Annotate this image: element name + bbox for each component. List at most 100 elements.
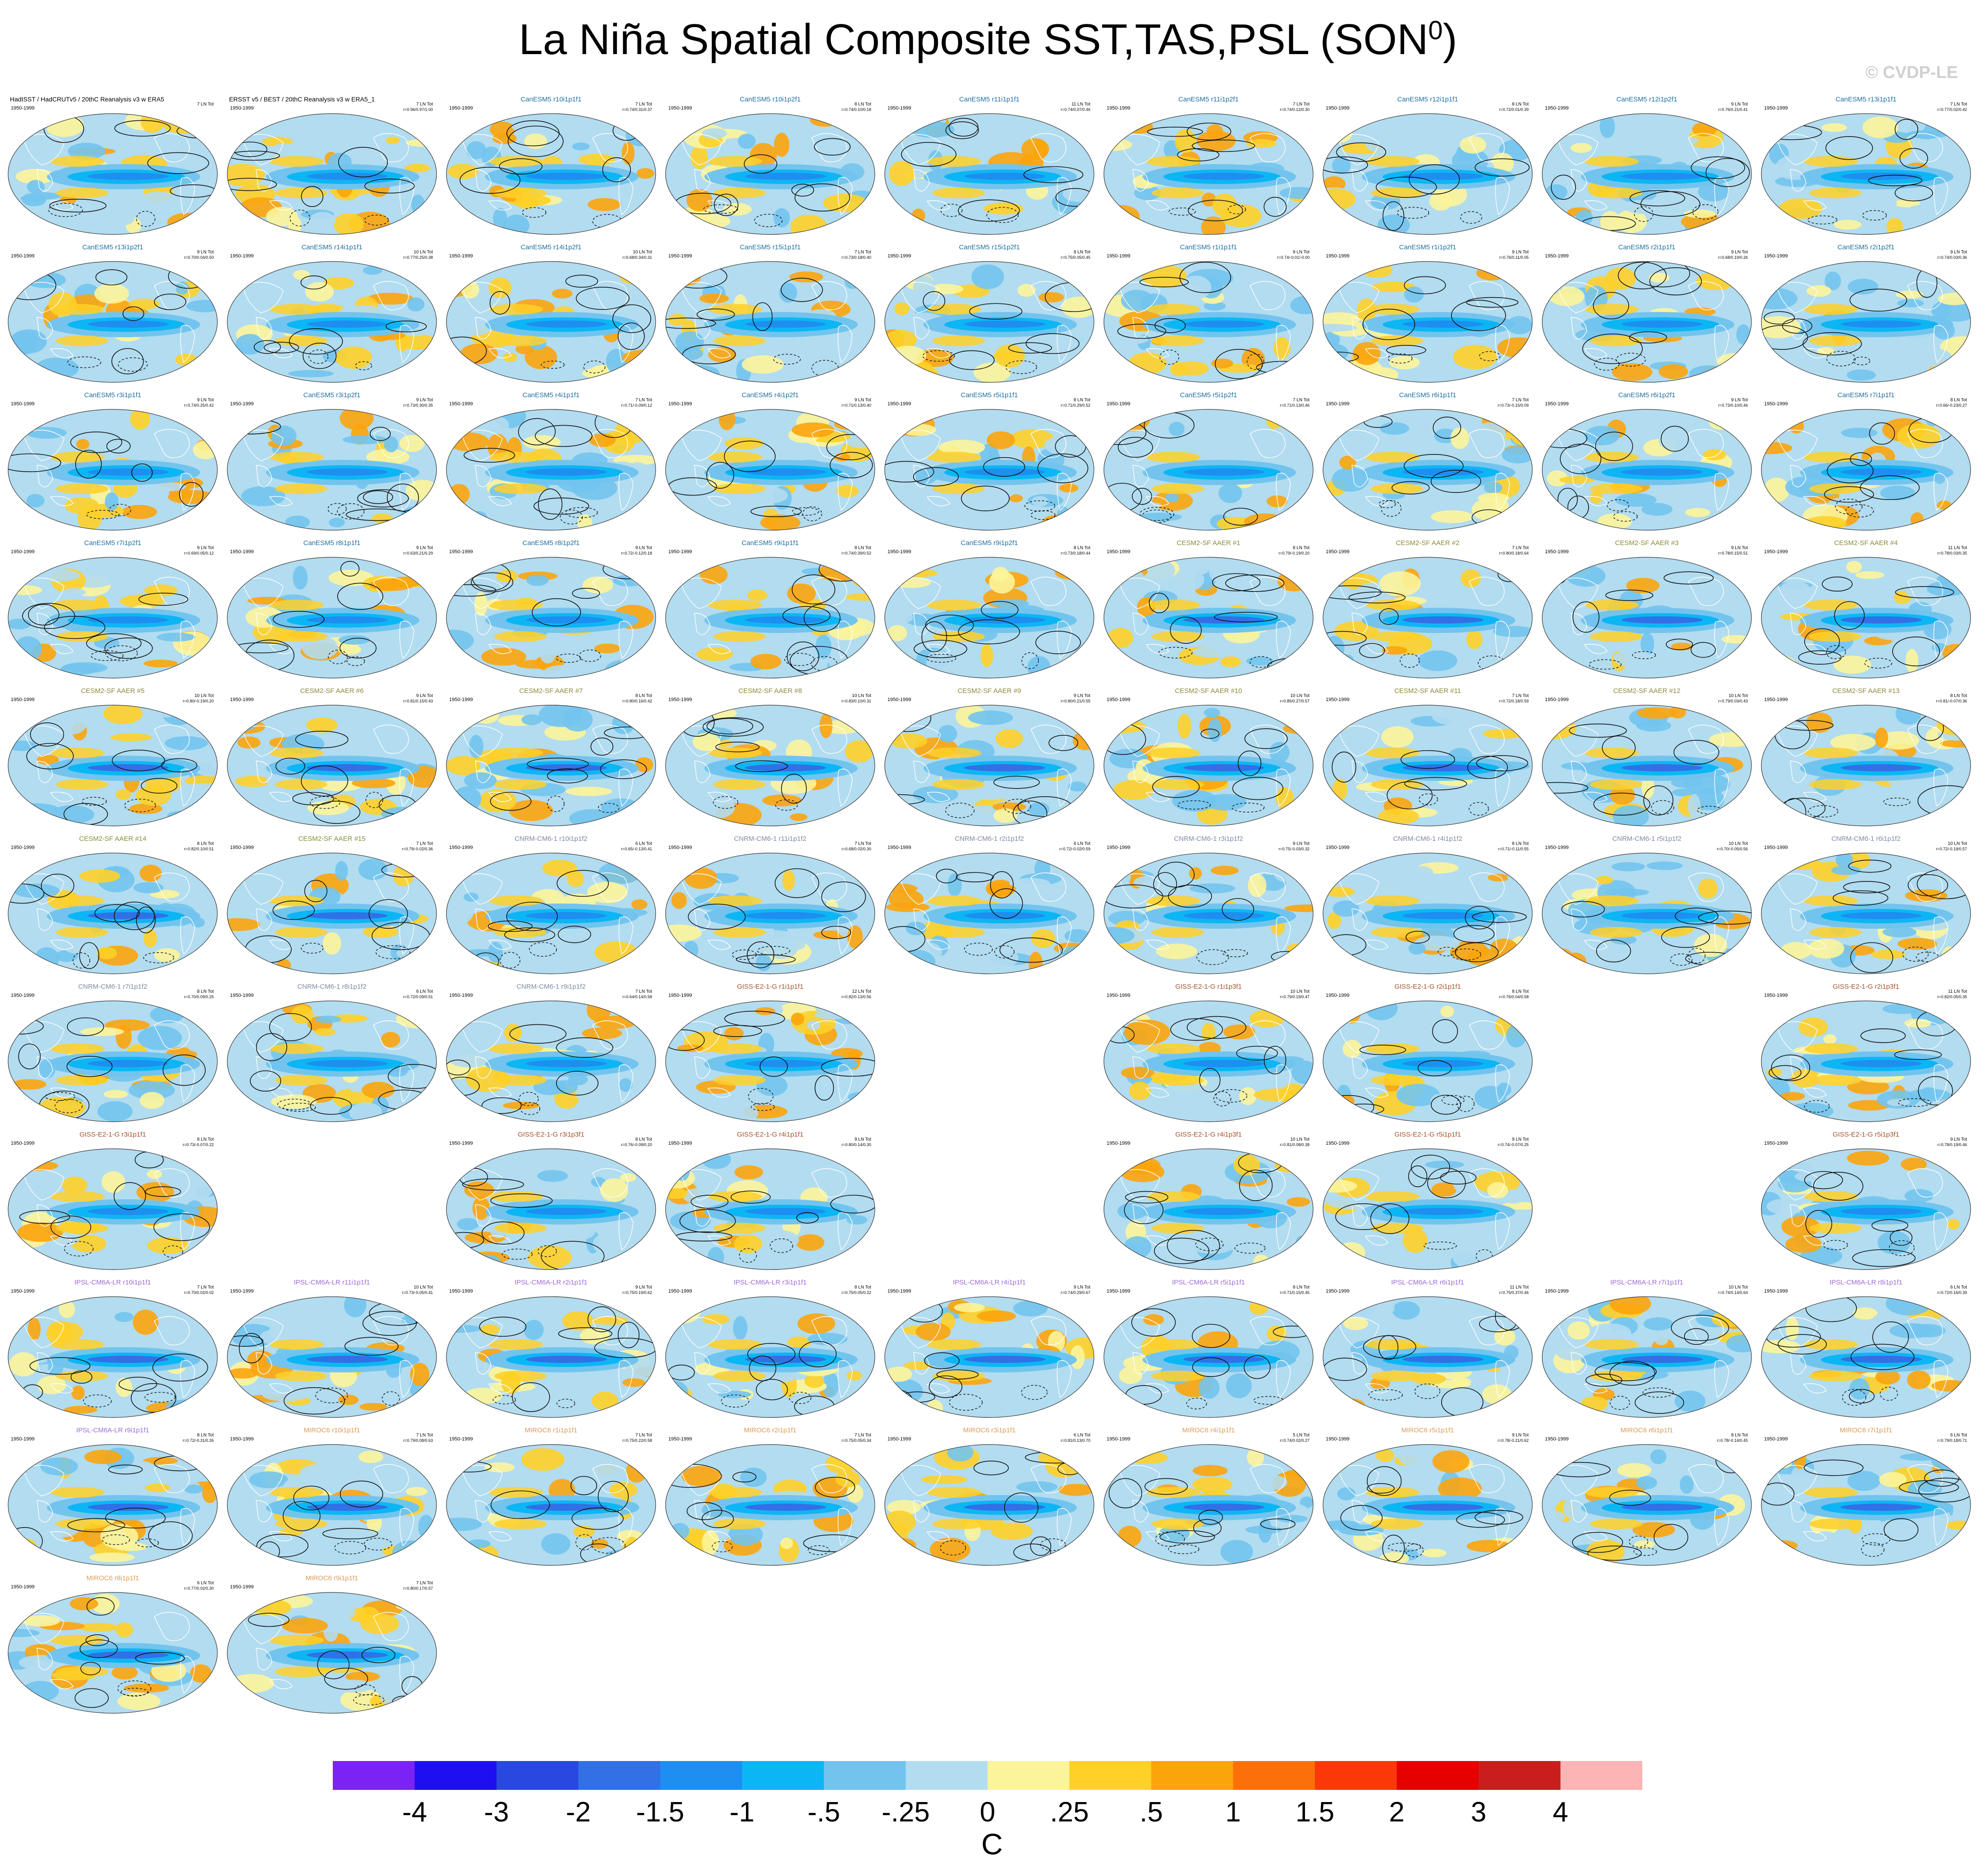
panel-event-count: 8 LN Tot xyxy=(1950,693,1967,698)
panel-event-count: 7 LN Tot xyxy=(1512,546,1529,550)
map-field xyxy=(1761,1445,1971,1565)
panel-period: 1950-1999 xyxy=(1764,105,1788,111)
panel-event-count: 9 LN Tot xyxy=(1731,250,1748,255)
map-panel: CESM2-SF AAER #7 1950-1999 8 LN Tot r=0.80/… xyxy=(444,687,658,831)
panel-pattern-correlation: r=0.74/0.02/0.27 xyxy=(1280,1438,1310,1443)
panel-event-count: 12 LN Tot xyxy=(852,989,871,994)
panel-pattern-correlation: r=0.75/0.22/0.58 xyxy=(622,1438,652,1443)
composite-map xyxy=(1323,1148,1533,1270)
composite-map xyxy=(1761,853,1971,974)
panel-pattern-correlation: r=0.71/0.13/0.46 xyxy=(1280,403,1310,408)
map-field xyxy=(1323,557,1532,678)
panel-title: CanESM5 r6i1p2f1 xyxy=(1618,391,1676,399)
composite-map xyxy=(1103,409,1314,531)
panel-event-count: 8 LN Tot xyxy=(1073,546,1090,550)
panel-pattern-correlation: r=0.80/-0.19/0.20 xyxy=(183,699,214,703)
composite-map xyxy=(227,1000,437,1122)
composite-map xyxy=(8,1148,218,1270)
map-field xyxy=(666,705,875,826)
panel-event-count: 7 LN Tot xyxy=(854,1433,871,1438)
panel-event-count: 10 LN Tot xyxy=(1728,841,1748,846)
colorbar-swatch xyxy=(742,1761,824,1790)
panel-pattern-correlation: r=0.71/0.13/0.40 xyxy=(841,403,871,408)
panel-pattern-correlation: r=0.70/0.09/0.25 xyxy=(184,995,214,999)
map-panel: GISS-E2-1-G r5i1p1f1 1950-1999 9 LN Tot r=0… xyxy=(1320,1131,1535,1275)
panel-title: CNRM-CM6-1 r5i1p1f2 xyxy=(1612,835,1682,843)
panel-pattern-correlation: r=0.79/0.19/0.47 xyxy=(1280,995,1310,999)
panel-title: IPSL-CM6A-LR r8i1p1f1 xyxy=(1829,1279,1902,1286)
panel-period: 1950-1999 xyxy=(230,105,254,111)
map-field xyxy=(666,1149,875,1270)
panel-title: CESM2-SF AAER #12 xyxy=(1613,687,1681,695)
composite-map xyxy=(8,1000,218,1122)
map-panel: CanESM5 r3i1p1f1 1950-1999 9 LN Tot r=0.74/… xyxy=(5,391,220,536)
panel-event-count: 10 LN Tot xyxy=(1728,693,1748,698)
panel-period: 1950-1999 xyxy=(1545,1436,1569,1442)
panel-event-count: 11 LN Tot xyxy=(1071,102,1090,107)
composite-map xyxy=(227,853,437,974)
panel-event-count: 7 LN Tot xyxy=(1950,102,1967,107)
composite-map xyxy=(1323,409,1533,531)
panel-title: CNRM-CM6-1 r10i1p1f2 xyxy=(515,835,588,843)
panel-period: 1950-1999 xyxy=(1764,697,1788,702)
panel-period: 1950-1999 xyxy=(1764,1289,1788,1294)
panel-period: 1950-1999 xyxy=(449,993,473,998)
composite-map xyxy=(1761,557,1971,679)
colorbar-swatch xyxy=(660,1761,742,1790)
panel-period: 1950-1999 xyxy=(230,253,254,259)
map-panel: CanESM5 r8i1p2f1 1950-1999 9 LN Tot r=0.72/… xyxy=(444,539,658,683)
watermark: © CVDP-LE xyxy=(1865,63,1958,82)
panel-period: 1950-1999 xyxy=(668,845,692,850)
map-panel: CanESM5 r14i1p2f1 1950-1999 10 LN Tot r=0.6… xyxy=(444,243,658,388)
map-field xyxy=(446,409,656,530)
map-panel: IPSL-CM6A-LR r3i1p1f1 1950-1999 8 LN Tot r=… xyxy=(663,1279,878,1423)
panel-title: MIROC6 r7i1p1f1 xyxy=(1839,1426,1893,1434)
composite-map xyxy=(1542,113,1752,235)
panel-event-count: 6 LN Tot xyxy=(635,841,652,846)
composite-map xyxy=(1542,261,1752,383)
panel-title: CanESM5 r10i1p1f1 xyxy=(520,96,582,103)
composite-map xyxy=(884,409,1094,531)
panel-pattern-correlation: r=0.78/-0.21/0.62 xyxy=(1498,1438,1529,1443)
map-field xyxy=(1104,705,1313,826)
colorbar xyxy=(333,1761,1642,1790)
panel-event-count: 9 LN Tot xyxy=(1731,546,1748,550)
colorbar-swatch xyxy=(1560,1761,1642,1790)
panel-pattern-correlation: r=0.75/0.05/0.34 xyxy=(841,1438,871,1443)
panel-period: 1950-1999 xyxy=(668,401,692,407)
panel-period: 1950-1999 xyxy=(1545,401,1569,407)
map-panel: CNRM-CM6-1 r8i1p1f2 1950-1999 6 LN Tot r=0.… xyxy=(225,983,439,1127)
map-panel: CanESM5 r1i1p2f1 1950-1999 9 LN Tot r=0.76/… xyxy=(1320,243,1535,388)
panel-period: 1950-1999 xyxy=(1326,549,1350,555)
panel-title: MIROC6 r2i1p1f1 xyxy=(744,1426,797,1434)
panel-title: IPSL-CM6A-LR r7i1p1f1 xyxy=(1610,1279,1683,1286)
map-panel: CESM2-SF AAER #3 1950-1999 9 LN Tot r=0.78/… xyxy=(1539,539,1754,683)
map-field xyxy=(885,557,1094,678)
composite-map xyxy=(446,113,656,235)
composite-map xyxy=(8,1592,218,1714)
panel-pattern-correlation: r=0.72/-0.31/0.26 xyxy=(183,1438,214,1443)
panel-period: 1950-1999 xyxy=(1326,845,1350,850)
map-panel: CNRM-CM6-1 r4i1p1f2 1950-1999 8 LN Tot r=0.… xyxy=(1320,835,1535,979)
panel-event-count: 9 LN Tot xyxy=(854,1137,871,1142)
composite-map xyxy=(1542,409,1752,531)
map-panel: MIROC6 r1i1p1f1 1950-1999 7 LN Tot r=0.75/0… xyxy=(444,1426,658,1571)
panel-title: CESM2-SF AAER #11 xyxy=(1394,687,1461,695)
panel-period: 1950-1999 xyxy=(887,549,911,555)
composite-map xyxy=(446,409,656,531)
colorbar-tick-label: 1.5 xyxy=(1295,1797,1335,1828)
map-field xyxy=(666,853,875,974)
panel-pattern-correlation: r=0.64/0.14/0.58 xyxy=(622,995,652,999)
panel-title: CanESM5 r14i1p1f1 xyxy=(301,243,363,251)
panel-title: GISS-E2-1-G r1i1p1f1 xyxy=(737,983,804,991)
map-panel: ERSST v5 / BEST / 20thC Reanalysis v3 w … xyxy=(225,96,439,240)
map-panel: CanESM5 r13i1p1f1 1950-1999 7 LN Tot r=0.77… xyxy=(1759,96,1973,240)
panel-event-count: 10 LN Tot xyxy=(1948,841,1967,846)
panel-title: MIROC6 r10i1p1f1 xyxy=(303,1426,360,1434)
panel-pattern-correlation: r=0.72/0.09/0.51 xyxy=(403,995,433,999)
panel-event-count: 9 LN Tot xyxy=(416,693,433,698)
map-panel: CanESM5 r11i1p1f1 1950-1999 11 LN Tot r=0.7… xyxy=(882,96,1097,240)
panel-period: 1950-1999 xyxy=(230,401,254,407)
panel-event-count: 7 LN Tot xyxy=(1512,398,1529,403)
map-panel: GISS-E2-1-G r2i1p1f1 1950-1999 8 LN Tot r=0… xyxy=(1320,983,1535,1127)
